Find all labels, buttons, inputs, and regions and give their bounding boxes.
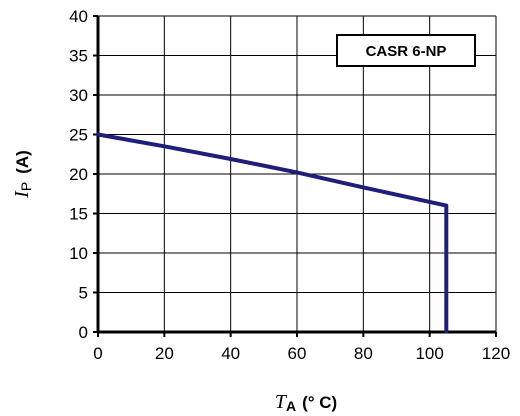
x-tick-label: 120 — [482, 344, 510, 363]
x-axis-subscript: A — [286, 398, 296, 414]
y-axis-unit: (A) — [13, 150, 32, 174]
x-tick-label: 20 — [155, 344, 174, 363]
x-axis-unit: (° C) — [302, 393, 337, 412]
y-tick-label: 0 — [79, 323, 88, 342]
y-axis-symbol: I — [11, 190, 33, 199]
svg-text:IP(A): IP (A) — [11, 150, 34, 199]
data-point — [444, 204, 448, 208]
annotation-text: CASR 6-NP — [366, 43, 447, 60]
x-axis-symbol: T — [275, 391, 288, 413]
data-point — [162, 144, 166, 148]
axes — [93, 15, 497, 337]
y-axis-subscript: P — [18, 182, 34, 191]
annotation-box: CASR 6-NP — [336, 34, 476, 67]
tick-labels: 0 5 10 15 20 25 30 35 40 0 20 40 60 80 100 120 — [69, 7, 510, 363]
x-tick-label: 40 — [221, 344, 240, 363]
y-tick-label: 30 — [69, 86, 88, 105]
x-tick-label: 0 — [93, 344, 102, 363]
y-tick-label: 10 — [69, 244, 88, 263]
series-layer — [96, 132, 449, 334]
x-axis-title: TA (° C) — [275, 391, 337, 414]
x-tick-label: 80 — [354, 344, 373, 363]
y-tick-label: 25 — [69, 126, 88, 145]
y-tick-label: 20 — [69, 165, 88, 184]
data-point — [96, 133, 100, 136]
data-point — [295, 170, 299, 174]
svg-text:TA(° C): TA (° C) — [275, 391, 337, 414]
y-tick-label: 15 — [69, 205, 88, 224]
data-point — [361, 185, 365, 189]
data-point — [444, 330, 448, 334]
y-tick-label: 5 — [79, 284, 88, 303]
y-tick-label: 35 — [69, 47, 88, 66]
data-point — [229, 157, 233, 161]
y-axis-title: IP (A) — [11, 150, 34, 199]
y-tick-label: 40 — [69, 7, 88, 26]
x-tick-label: 60 — [288, 344, 307, 363]
x-tick-label: 100 — [415, 344, 443, 363]
